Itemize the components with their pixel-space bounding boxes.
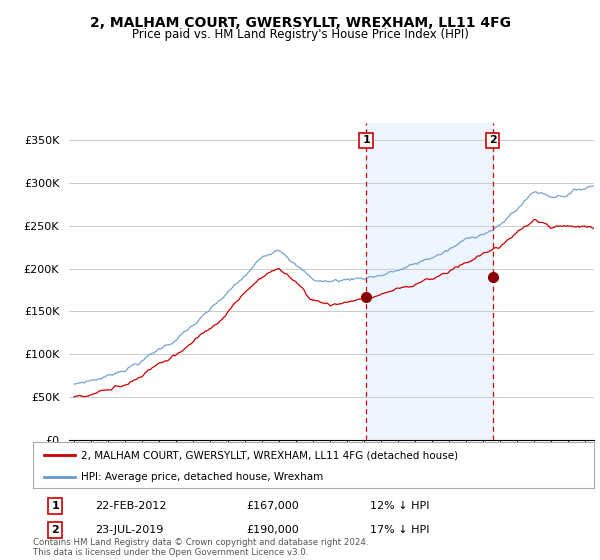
Text: Contains HM Land Registry data © Crown copyright and database right 2024.
This d: Contains HM Land Registry data © Crown c… — [33, 538, 368, 557]
Text: £190,000: £190,000 — [246, 525, 299, 535]
Text: £167,000: £167,000 — [246, 501, 299, 511]
Text: 22-FEB-2012: 22-FEB-2012 — [95, 501, 166, 511]
Text: 23-JUL-2019: 23-JUL-2019 — [95, 525, 163, 535]
Text: 2, MALHAM COURT, GWERSYLLT, WREXHAM, LL11 4FG (detached house): 2, MALHAM COURT, GWERSYLLT, WREXHAM, LL1… — [80, 450, 458, 460]
Text: HPI: Average price, detached house, Wrexham: HPI: Average price, detached house, Wrex… — [80, 472, 323, 482]
Text: Price paid vs. HM Land Registry's House Price Index (HPI): Price paid vs. HM Land Registry's House … — [131, 28, 469, 41]
Text: 2, MALHAM COURT, GWERSYLLT, WREXHAM, LL11 4FG: 2, MALHAM COURT, GWERSYLLT, WREXHAM, LL1… — [89, 16, 511, 30]
Text: 2: 2 — [52, 525, 59, 535]
Text: 2: 2 — [489, 136, 496, 145]
Text: 12% ↓ HPI: 12% ↓ HPI — [370, 501, 429, 511]
Bar — [366, 123, 493, 440]
Text: 1: 1 — [362, 136, 370, 145]
Text: 17% ↓ HPI: 17% ↓ HPI — [370, 525, 429, 535]
Text: 1: 1 — [52, 501, 59, 511]
